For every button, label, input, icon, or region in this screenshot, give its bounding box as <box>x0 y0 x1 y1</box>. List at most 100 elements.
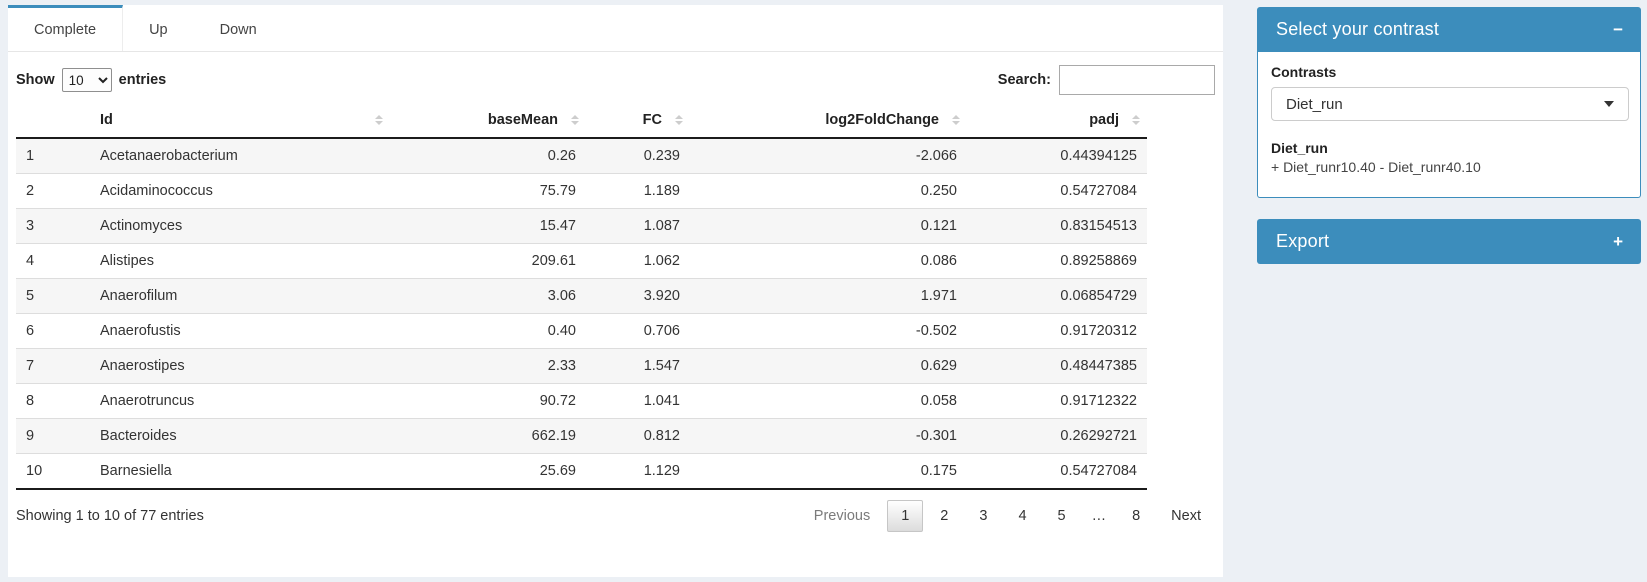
cell-rownum: 6 <box>16 313 90 349</box>
pagination-page-8[interactable]: 8 <box>1132 508 1141 524</box>
search-control: Search: <box>998 65 1215 95</box>
cell-rownum: 7 <box>16 348 90 384</box>
tab-down[interactable]: Down <box>194 5 283 51</box>
column-header-log2foldchange[interactable]: log2FoldChange <box>690 103 967 139</box>
contrast-box-title: Select your contrast <box>1276 19 1440 39</box>
table-row: 7 Anaerostipes 2.33 1.547 0.629 0.484473… <box>16 348 1147 384</box>
cell-log2fc: 0.175 <box>690 453 967 490</box>
cell-log2fc: 0.058 <box>690 383 967 419</box>
pagination-page-1[interactable]: 1 <box>887 500 924 532</box>
cell-log2fc: 0.250 <box>690 173 967 209</box>
export-box: Export + <box>1257 219 1641 264</box>
column-header-padj[interactable]: padj <box>967 103 1147 139</box>
contrast-select-value: Diet_run <box>1286 95 1343 113</box>
page-length-control: Show 10 entries <box>16 68 166 92</box>
tab-up-label: Up <box>149 21 168 38</box>
table-row: 6 Anaerofustis 0.40 0.706 -0.502 0.91720… <box>16 313 1147 349</box>
cell-log2fc: 0.086 <box>690 243 967 279</box>
cell-rownum: 5 <box>16 278 90 314</box>
table-row: 8 Anaerotruncus 90.72 1.041 0.058 0.9171… <box>16 383 1147 419</box>
cell-rownum: 4 <box>16 243 90 279</box>
pagination-ellipsis: … <box>1091 508 1107 524</box>
cell-basemean: 0.26 <box>390 138 586 174</box>
cell-basemean: 90.72 <box>390 383 586 419</box>
sort-icon <box>1132 115 1140 125</box>
sort-icon <box>375 115 383 125</box>
cell-padj: 0.91712322 <box>967 383 1147 419</box>
cell-fc: 1.547 <box>586 348 690 384</box>
cell-log2fc: 0.121 <box>690 208 967 244</box>
column-header-rownum <box>16 103 90 139</box>
cell-fc: 0.812 <box>586 418 690 454</box>
export-box-title: Export <box>1276 231 1330 251</box>
cell-padj: 0.26292721 <box>967 418 1147 454</box>
cell-rownum: 8 <box>16 383 90 419</box>
table-row: 9 Bacteroides 662.19 0.812 -0.301 0.2629… <box>16 418 1147 454</box>
contrast-box-body: Contrasts Diet_run Diet_run + Diet_runr1… <box>1257 52 1641 198</box>
contrast-box-header: Select your contrast − <box>1257 7 1641 52</box>
cell-padj: 0.54727084 <box>967 173 1147 209</box>
pagination-page-4[interactable]: 4 <box>1018 508 1027 524</box>
pagination-page-3[interactable]: 3 <box>979 508 988 524</box>
column-header-basemean[interactable]: baseMean <box>390 103 586 139</box>
right-sidebar: Select your contrast − Contrasts Diet_ru… <box>1257 7 1641 264</box>
chevron-down-icon <box>1604 101 1614 107</box>
cell-fc: 3.920 <box>586 278 690 314</box>
show-label: Show <box>16 72 55 88</box>
cell-padj: 0.44394125 <box>967 138 1147 174</box>
cell-fc: 0.239 <box>586 138 690 174</box>
pagination-next-button[interactable]: Next <box>1171 508 1201 524</box>
pagination-page-5[interactable]: 5 <box>1057 508 1066 524</box>
cell-padj: 0.06854729 <box>967 278 1147 314</box>
cell-id: Anaerostipes <box>90 348 390 384</box>
cell-log2fc: -2.066 <box>690 138 967 174</box>
cell-id: Actinomyces <box>90 208 390 244</box>
expand-plus-icon[interactable]: + <box>1609 231 1627 252</box>
collapse-minus-icon[interactable]: − <box>1609 19 1627 40</box>
cell-id: Anaerofilum <box>90 278 390 314</box>
table-info: Showing 1 to 10 of 77 entries <box>16 508 204 524</box>
column-header-fc[interactable]: FC <box>586 103 690 139</box>
table-row: 1 Acetanaerobacterium 0.26 0.239 -2.066 … <box>16 138 1147 174</box>
table-row: 5 Anaerofilum 3.06 3.920 1.971 0.0685472… <box>16 278 1147 314</box>
tab-complete[interactable]: Complete <box>8 5 124 51</box>
export-box-header: Export + <box>1257 219 1641 264</box>
cell-basemean: 0.40 <box>390 313 586 349</box>
cell-rownum: 2 <box>16 173 90 209</box>
page-length-select[interactable]: 10 <box>61 68 112 92</box>
table-row: 10 Barnesiella 25.69 1.129 0.175 0.54727… <box>16 453 1147 490</box>
cell-rownum: 1 <box>16 138 90 174</box>
cell-padj: 0.91720312 <box>967 313 1147 349</box>
sort-icon <box>952 115 960 125</box>
cell-basemean: 15.47 <box>390 208 586 244</box>
cell-id: Anaerotruncus <box>90 383 390 419</box>
pagination: Previous 1 2 3 4 5 … 8 Next <box>797 500 1215 532</box>
table-row: 2 Acidaminococcus 75.79 1.189 0.250 0.54… <box>16 173 1147 209</box>
tab-up[interactable]: Up <box>123 5 194 51</box>
contrast-select[interactable]: Diet_run <box>1271 87 1629 121</box>
table-footer: Showing 1 to 10 of 77 entries Previous 1… <box>8 490 1223 532</box>
cell-fc: 0.706 <box>586 313 690 349</box>
pagination-previous-button[interactable]: Previous <box>813 508 871 524</box>
contrast-name: Diet_run <box>1271 140 1328 156</box>
cell-padj: 0.83154513 <box>967 208 1147 244</box>
tab-down-label: Down <box>219 21 257 38</box>
cell-id: Anaerofustis <box>90 313 390 349</box>
tab-complete-label: Complete <box>34 21 97 38</box>
cell-basemean: 25.69 <box>390 453 586 490</box>
cell-basemean: 75.79 <box>390 173 586 209</box>
contrast-box: Select your contrast − Contrasts Diet_ru… <box>1257 7 1641 198</box>
cell-fc: 1.129 <box>586 453 690 490</box>
tab-bar: Complete Up Down <box>8 5 1223 52</box>
cell-padj: 0.48447385 <box>967 348 1147 384</box>
cell-id: Barnesiella <box>90 453 390 490</box>
search-input[interactable] <box>1059 65 1215 95</box>
cell-padj: 0.89258869 <box>967 243 1147 279</box>
cell-basemean: 2.33 <box>390 348 586 384</box>
cell-id: Acidaminococcus <box>90 173 390 209</box>
column-header-id[interactable]: Id <box>90 103 390 139</box>
pagination-page-2[interactable]: 2 <box>940 508 949 524</box>
table-controls: Show 10 entries Search: <box>8 52 1223 101</box>
cell-log2fc: 0.629 <box>690 348 967 384</box>
cell-basemean: 209.61 <box>390 243 586 279</box>
